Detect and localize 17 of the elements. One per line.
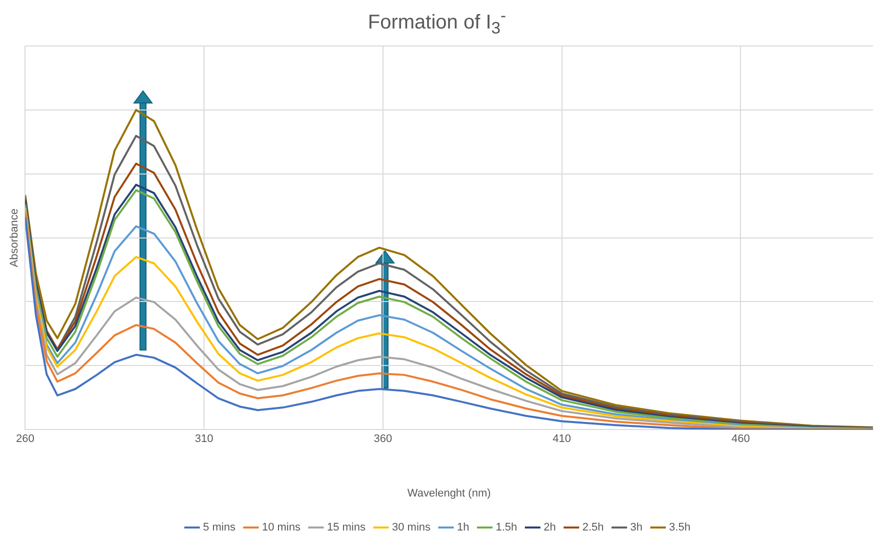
legend-label: 1h bbox=[457, 522, 470, 534]
y-axis-title: Absorbance bbox=[8, 208, 21, 268]
legend-label: 10 mins bbox=[262, 522, 301, 534]
x-tick-label: 460 bbox=[731, 433, 750, 446]
x-tick-label: 310 bbox=[194, 433, 214, 446]
x-axis-title: Wavelenght (nm) bbox=[407, 487, 491, 500]
legend-label: 5 mins bbox=[203, 522, 236, 534]
legend-label: 2.5h bbox=[582, 522, 604, 534]
legend-label: 3h bbox=[630, 522, 643, 534]
legend-label: 2h bbox=[544, 522, 556, 534]
legend-label: 15 mins bbox=[326, 522, 366, 534]
legend-label: 3.5h bbox=[669, 522, 690, 534]
x-tick-label: 360 bbox=[374, 433, 392, 446]
x-tick-label: 260 bbox=[16, 433, 34, 446]
x-tick-label: 410 bbox=[552, 433, 571, 446]
legend-label: 1.5h bbox=[496, 522, 518, 534]
legend-label: 30 mins bbox=[392, 522, 432, 534]
